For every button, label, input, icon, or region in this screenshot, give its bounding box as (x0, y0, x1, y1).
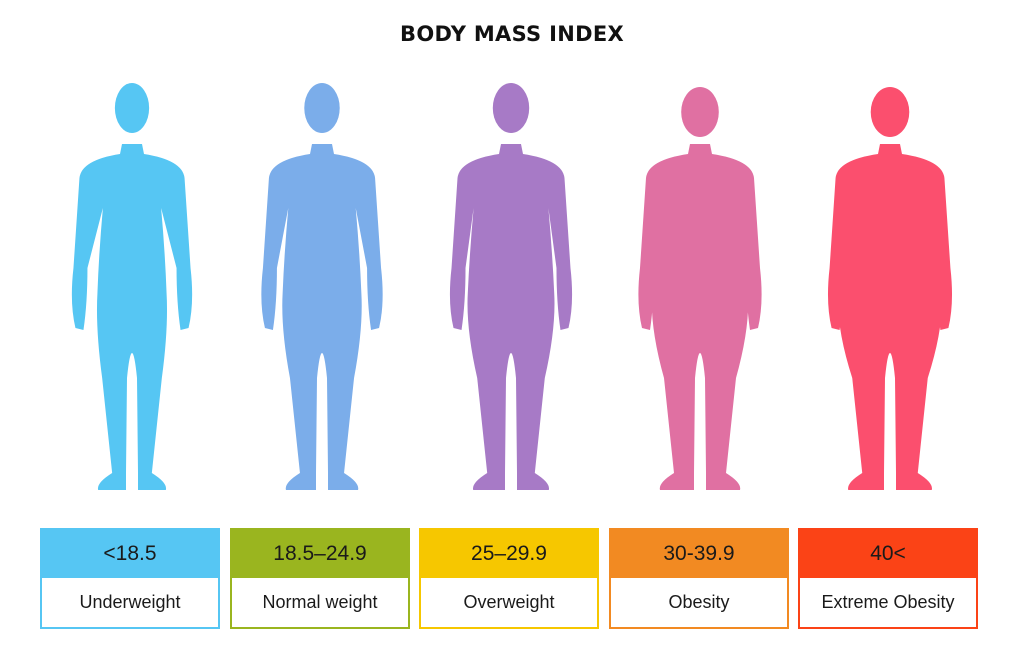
bmi-category-label: Normal weight (232, 578, 408, 627)
bmi-category-label: Underweight (42, 578, 218, 627)
bmi-category-label: Extreme Obesity (800, 578, 976, 627)
bmi-card: 25–29.9 Overweight (419, 528, 599, 629)
bmi-range: 25–29.9 (421, 530, 597, 578)
bmi-range: 18.5–24.9 (232, 530, 408, 578)
bmi-category-label: Overweight (421, 578, 597, 627)
bmi-category-label: Obesity (611, 578, 787, 627)
bmi-range: <18.5 (42, 530, 218, 578)
bmi-range: 40< (800, 530, 976, 578)
normal-body-icon (237, 78, 407, 508)
bmi-range: 30-39.9 (611, 530, 787, 578)
overweight-body-icon (426, 78, 596, 508)
bmi-card: <18.5 Underweight (40, 528, 220, 629)
underweight-body-icon (47, 78, 217, 508)
bmi-category-cards: <18.5 Underweight 18.5–24.9 Normal weight 25… (0, 528, 1024, 633)
bmi-card: 40< Extreme Obesity (798, 528, 978, 629)
obese-body-icon (615, 78, 785, 508)
bmi-card: 30-39.9 Obesity (609, 528, 789, 629)
bmi-card: 18.5–24.9 Normal weight (230, 528, 410, 629)
extreme-obese-body-icon (805, 78, 975, 508)
page-title: BODY MASS INDEX (400, 22, 624, 46)
body-silhouettes (0, 78, 1024, 508)
